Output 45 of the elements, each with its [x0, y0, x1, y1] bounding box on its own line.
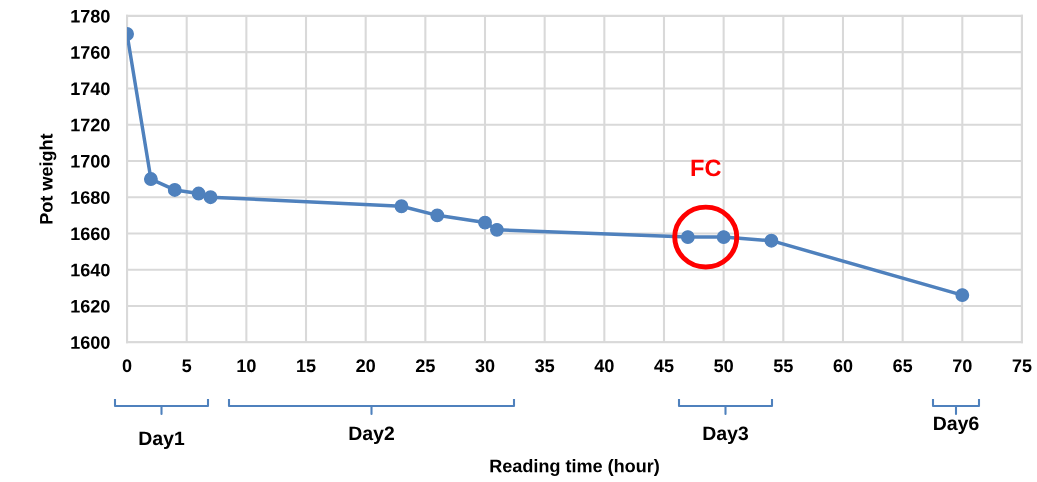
x-tick-label: 40 [594, 359, 614, 373]
x-tick-label: 10 [237, 359, 256, 373]
x-tick-label: 5 [182, 359, 192, 373]
y-axis-title: Pot weight [39, 133, 57, 224]
text: Day2 [349, 426, 394, 445]
point [716, 230, 731, 245]
point [478, 215, 492, 230]
point [955, 288, 970, 303]
y-tick-label: 1720 [71, 118, 110, 132]
point [203, 190, 218, 205]
y-tick-label: 1620 [71, 299, 110, 313]
point [680, 230, 695, 245]
x-tick-label: 75 [1012, 359, 1032, 373]
x-tick-label: 25 [415, 359, 435, 373]
y-tick-label: 1700 [71, 154, 110, 168]
y-tick-label: 1780 [71, 9, 110, 23]
x-tick-label: 65 [893, 359, 913, 373]
x-tick-label: 50 [714, 359, 733, 373]
y-tick-label: 1600 [71, 336, 110, 349]
y-tick-label: 1660 [71, 227, 110, 241]
point [764, 233, 779, 248]
point [430, 208, 445, 223]
point [167, 182, 182, 197]
x-tick-label: 55 [773, 359, 793, 373]
x-tick-label: 60 [833, 359, 853, 373]
text: Day6 [934, 416, 979, 435]
point [191, 186, 206, 201]
x-tick-label: 35 [535, 359, 555, 373]
y-tick-label: 1640 [71, 263, 110, 277]
point [489, 222, 504, 237]
x-tick-label: 0 [122, 359, 132, 373]
x-tick-label: 70 [953, 359, 972, 373]
y-tick-label: 1760 [71, 46, 110, 59]
text: Day3 [703, 426, 749, 445]
y-tick-label: 1680 [71, 191, 110, 204]
text: Day1 [139, 431, 185, 450]
y-tick-label: 1740 [71, 82, 110, 96]
x-axis-title: Reading time (hour) [490, 459, 659, 476]
x-tick-label: 45 [654, 359, 674, 373]
point [143, 172, 158, 187]
annotation: FC [691, 159, 721, 177]
point [394, 199, 409, 214]
x-tick-label: 30 [475, 359, 495, 373]
x-tick-label: 20 [356, 359, 375, 373]
x-tick-label: 15 [297, 359, 316, 373]
